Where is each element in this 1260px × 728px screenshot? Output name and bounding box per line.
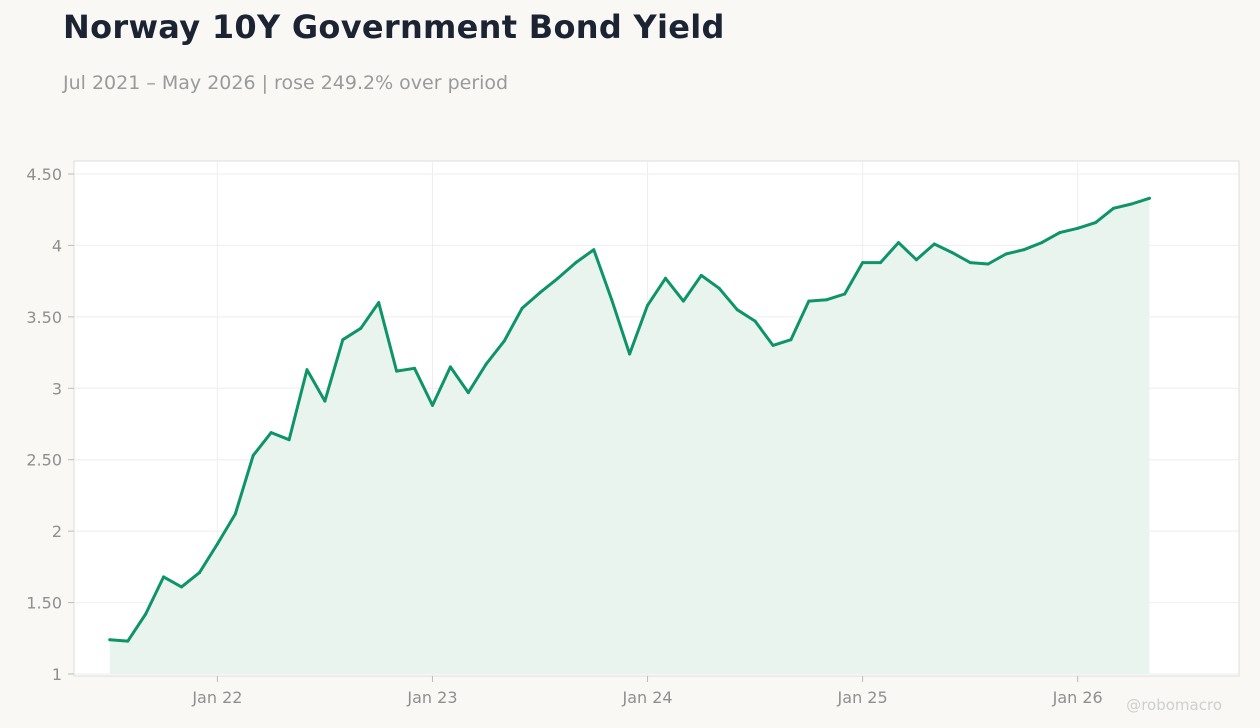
data-point [323,399,327,403]
watermark: @robomacro [1126,696,1222,714]
data-point [556,276,560,280]
data-point [126,639,130,643]
chart-subtitle: Jul 2021 – May 2026 | rose 249.2% over p… [63,72,509,94]
data-point [843,292,847,296]
data-point [466,391,470,395]
data-point [1058,231,1062,235]
data-point [413,366,416,370]
data-point [538,291,542,295]
y-tick-label: 3 [52,379,62,398]
data-point [574,261,578,265]
data-point [807,299,811,303]
data-point [287,438,291,442]
data-point [341,338,345,342]
data-point [144,612,148,616]
data-point [1147,196,1151,200]
data-point [1094,221,1098,225]
data-point [717,286,721,290]
data-point [1004,252,1008,256]
data-point [753,319,757,323]
data-point [502,339,506,343]
data-point [986,262,990,266]
data-point [269,431,273,435]
data-point [968,261,972,265]
x-tick-label: Jan 23 [406,688,457,707]
y-tick-label: 2.50 [26,451,62,470]
data-point [484,362,488,366]
x-tick-label: Jan 26 [1052,688,1103,707]
data-point [251,453,255,457]
y-tick-label: 4 [52,236,62,255]
data-points [108,196,1151,643]
x-axis: Jan 22 Jan 23 Jan 24 Jan 25 Jan 26 [191,676,1103,707]
chart-title: Norway 10Y Government Bond Yield [63,8,725,46]
x-tick-label: Jan 25 [837,688,888,707]
data-point [879,261,882,265]
data-point [1112,206,1115,210]
data-point [610,298,614,302]
data-point [681,299,685,303]
data-point [825,298,829,302]
data-point [592,248,596,252]
data-point [448,365,452,369]
data-point [1022,248,1026,252]
data-point [377,301,381,305]
data-point [431,403,434,407]
data-point [1076,226,1080,230]
data-point [628,352,632,356]
data-point [162,575,166,579]
y-axis: 1 1.50 2 2.50 3 3.50 4 4.50 [26,165,74,684]
data-point [789,338,793,342]
data-point [861,261,865,265]
y-tick-label: 1 [52,665,62,684]
data-point [1040,241,1044,245]
y-tick-label: 2 [52,522,62,541]
data-point [646,303,649,307]
data-point [664,276,667,280]
x-tick-label: Jan 22 [191,688,242,707]
data-point [699,273,703,277]
data-point [233,512,237,516]
y-tick-label: 1.50 [26,594,62,613]
y-tick-label: 3.50 [26,308,62,327]
data-point [1130,202,1133,206]
data-point [735,308,739,312]
data-point [108,638,112,642]
data-point [897,241,900,245]
data-point [932,242,936,246]
data-point [305,368,309,372]
data-point [395,369,399,373]
data-point [215,542,219,546]
y-tick-label: 4.50 [26,165,62,184]
data-point [359,326,363,330]
data-point [198,571,201,575]
data-point [950,251,954,255]
x-tick-label: Jan 24 [621,688,672,707]
data-point [520,306,524,310]
data-point [180,585,183,589]
data-point [771,343,775,347]
data-point [914,258,918,262]
